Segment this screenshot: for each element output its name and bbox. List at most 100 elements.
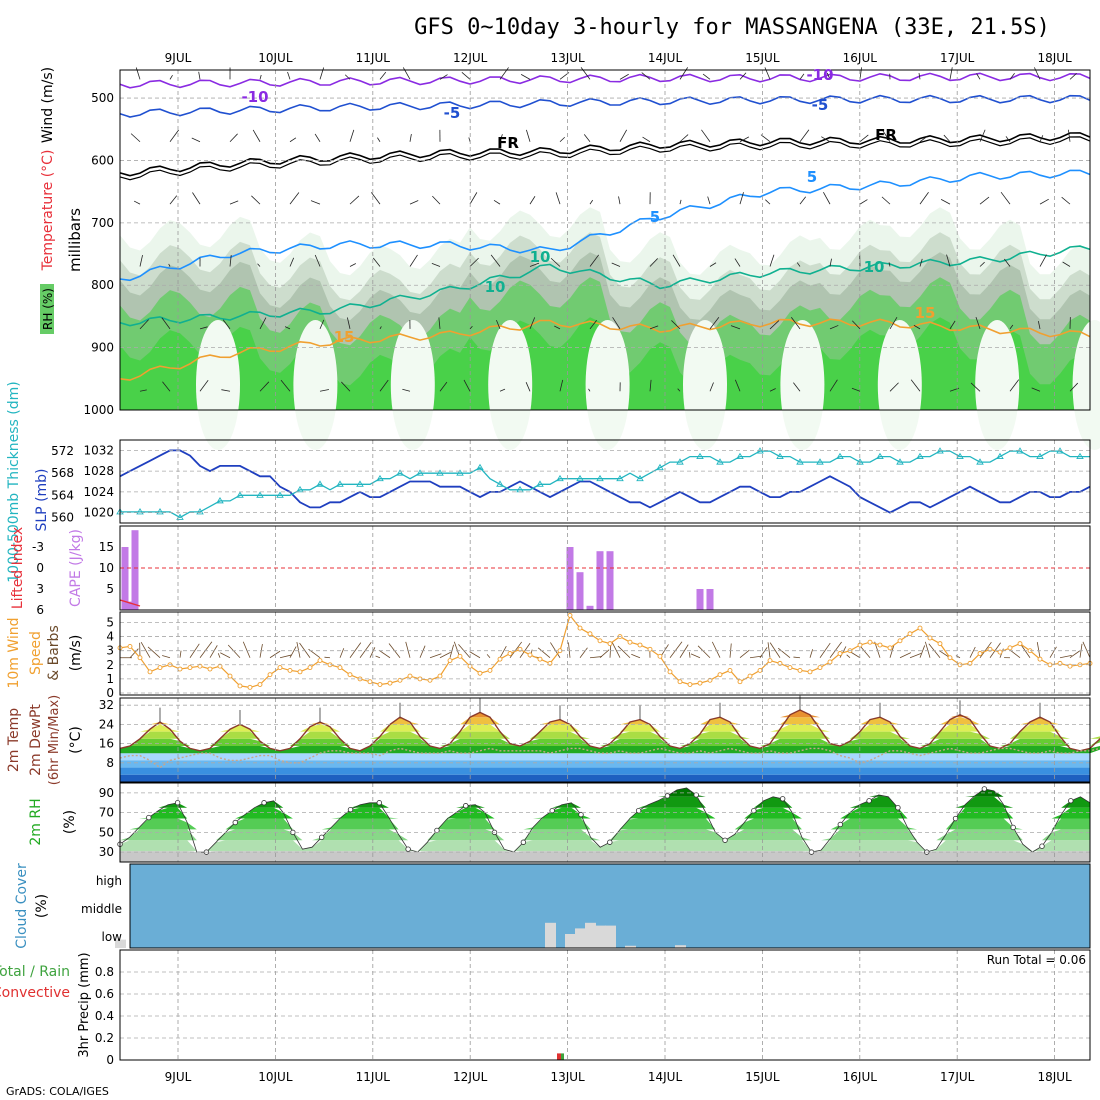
- wind-barb: [280, 379, 291, 392]
- isotherm-label: 5: [807, 168, 817, 186]
- wind-speed-marker: [387, 680, 393, 686]
- surface-wind-barb: [439, 651, 451, 659]
- wind-barb: [259, 74, 262, 80]
- wind-barb: [310, 200, 321, 205]
- thickness-marker: [476, 463, 484, 471]
- surface-wind-barb: [499, 645, 507, 658]
- surface-wind-barb: [147, 646, 161, 659]
- wind-speed-marker: [1067, 663, 1073, 669]
- rh-marker: [520, 839, 527, 845]
- rh-marker: [895, 804, 901, 811]
- surface-wind-barb: [227, 644, 241, 659]
- wind-barb: [970, 382, 981, 392]
- wind-barb: [679, 199, 682, 205]
- wind-speed-marker: [797, 667, 803, 673]
- temp-unit-label: (°C): [68, 726, 84, 754]
- x-tick-bottom-label: 10JUL: [258, 1070, 293, 1084]
- surface-wind-barb: [449, 644, 454, 658]
- y-tick-wind-label: 5: [106, 615, 114, 629]
- rh-marker: [1010, 824, 1016, 831]
- wind-barb: [702, 73, 711, 80]
- surface-wind-barb: [819, 642, 831, 658]
- x-tick-top-label: 16JUL: [843, 51, 878, 65]
- isotherm-label: FR: [497, 134, 519, 152]
- temp-band-cold: [120, 774, 1090, 782]
- rh-marker: [722, 837, 728, 843]
- wind-speed-marker: [227, 673, 233, 679]
- wind-barb: [649, 379, 652, 392]
- wind-barb: [979, 129, 986, 142]
- wind-barb: [252, 129, 261, 142]
- precip-rain-bar: [561, 1053, 564, 1060]
- wind-barb: [769, 254, 775, 267]
- cloud-low-bar: [565, 934, 576, 948]
- y-tick-slp-label: 1024: [83, 485, 114, 499]
- wind-barb: [823, 192, 831, 205]
- wind10m-frame: [119, 611, 1091, 696]
- surface-wind-barb: [909, 652, 922, 659]
- surface-wind-barb: [739, 649, 750, 659]
- surface-wind-barb: [509, 641, 523, 658]
- y-tick-li-label: 6: [36, 603, 44, 617]
- wind-barb: [1000, 191, 1011, 205]
- wind-barb: [1069, 382, 1079, 392]
- surface-wind-barb: [1059, 654, 1072, 659]
- surface-wind-barb: [697, 645, 711, 659]
- y-tick-cape-label: 5: [106, 582, 114, 596]
- wind-barb: [526, 129, 531, 142]
- wind-speed-marker: [667, 669, 673, 675]
- slp-line: [119, 449, 1091, 514]
- surface-wind-barb: [429, 653, 442, 659]
- cloud-low-bar: [595, 925, 606, 948]
- wind-barb: [139, 255, 143, 267]
- wind-speed-marker: [367, 679, 373, 685]
- thickness-marker: [896, 458, 904, 465]
- rh-marker: [1068, 798, 1074, 804]
- wind-barb: [679, 67, 689, 80]
- wind-speed-marker: [607, 641, 613, 647]
- surface-wind-barb: [279, 654, 292, 659]
- wind-barb: [496, 320, 501, 330]
- wind-speed-marker: [287, 667, 293, 673]
- surface-wind-barb: [759, 647, 768, 658]
- wind-barb: [289, 257, 295, 267]
- y-tick-slp-label: 1032: [83, 443, 114, 457]
- wind-barb: [649, 258, 658, 267]
- wind-barb: [619, 129, 628, 142]
- wind-barb: [734, 379, 741, 392]
- thickness-marker: [656, 463, 664, 471]
- wind-unit-label: (m/s): [68, 635, 84, 672]
- wind-speed-marker: [677, 679, 683, 685]
- isotherm-label: -10: [241, 88, 268, 106]
- wind-speed-marker: [917, 625, 923, 631]
- surface-wind-barb: [359, 642, 372, 658]
- slp-axis-label: SLP (mb): [34, 468, 50, 531]
- surface-wind-barb: [1049, 646, 1057, 658]
- thickness-marker: [836, 452, 844, 460]
- wind-barb: [402, 388, 411, 392]
- wind-speed-marker: [717, 672, 723, 678]
- wind-barb: [289, 137, 297, 143]
- wind-barb: [583, 134, 591, 142]
- wind-barb: [499, 388, 506, 392]
- wind-speed-marker: [657, 653, 663, 659]
- cape-bar: [126, 601, 134, 610]
- y-tick-rh-label: 90: [99, 786, 114, 800]
- wind-barb: [979, 261, 985, 267]
- wind-barb: [1031, 387, 1041, 392]
- wind-barb: [829, 258, 832, 267]
- wind-speed-marker: [787, 665, 793, 671]
- wind-speed-marker: [407, 673, 413, 679]
- wind-speed-marker: [237, 683, 243, 689]
- dry-air-cell: [390, 320, 435, 450]
- wind-speed-label: Speed: [28, 631, 44, 675]
- wind-speed-marker: [517, 646, 523, 652]
- surface-wind-barb: [486, 654, 491, 658]
- surface-wind-barb: [899, 652, 912, 659]
- wind-barb: [287, 71, 291, 80]
- wind-barb: [1069, 73, 1077, 80]
- cape-bar: [696, 589, 704, 610]
- thickness-marker: [336, 480, 344, 487]
- wind-barb: [796, 262, 801, 267]
